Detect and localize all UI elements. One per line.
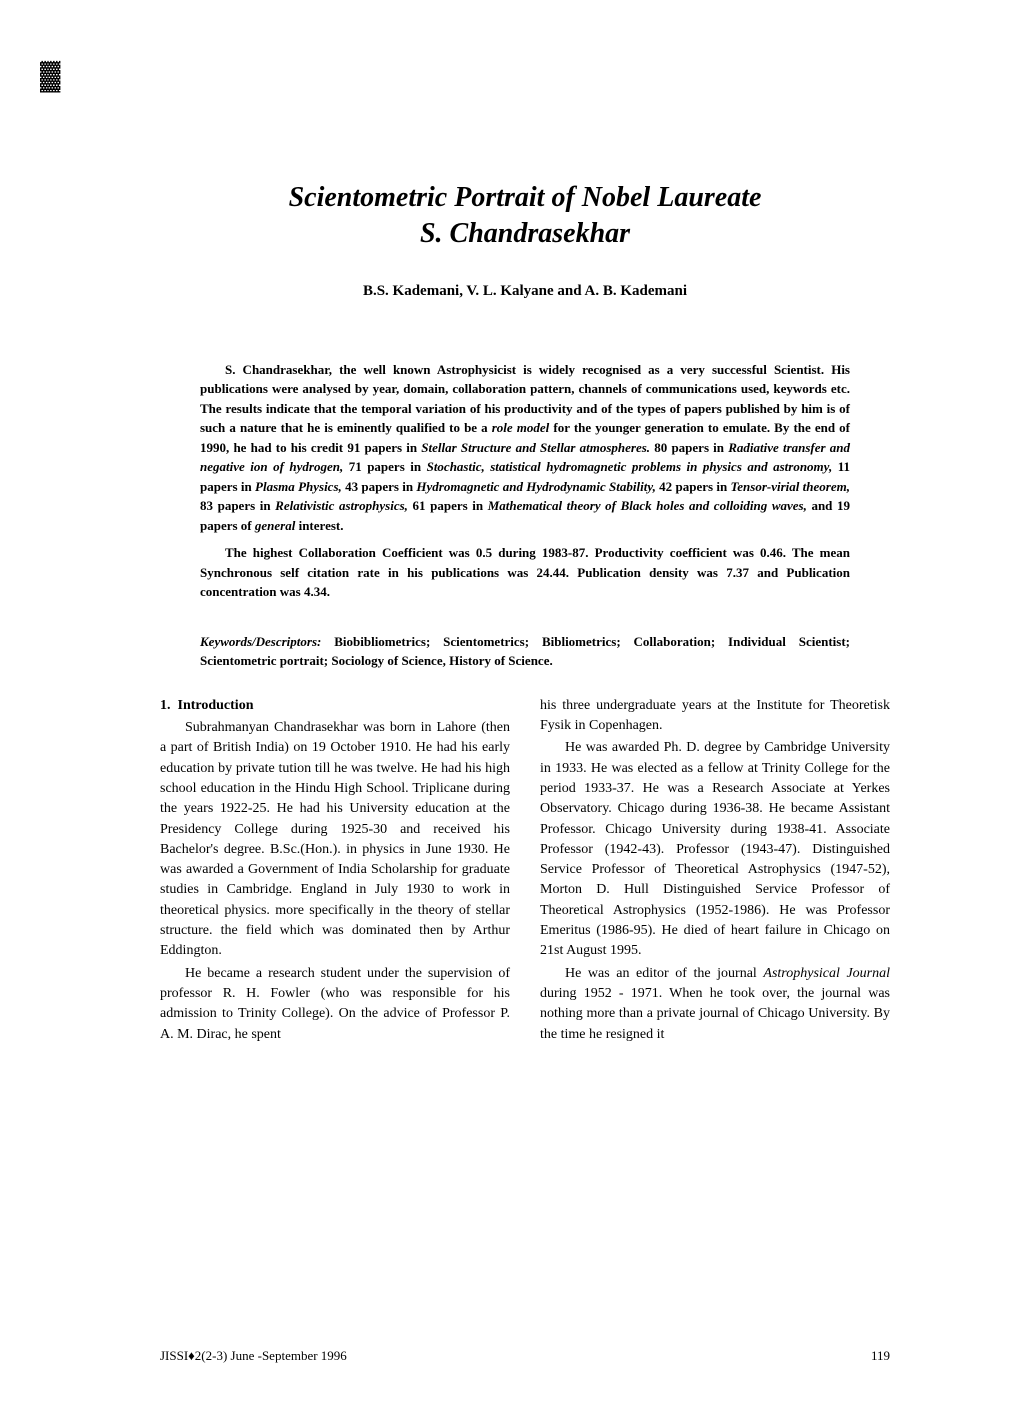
body-content: 1. Introduction Subrahmanyan Chandrasekh…	[160, 696, 890, 1047]
body-paragraph: He became a research student under the s…	[160, 964, 510, 1045]
abstract-emphasis: Plasma Physics,	[255, 479, 342, 494]
page-number: 119	[871, 1348, 890, 1364]
body-paragraph: his three undergraduate years at the Ins…	[540, 696, 890, 737]
abstract-text: 83 papers in	[200, 498, 275, 513]
body-paragraph: Subrahmanyan Chandrasekhar was born in L…	[160, 718, 510, 962]
abstract-emphasis: Stellar Structure and Stellar atmosphere…	[421, 440, 650, 455]
abstract-emphasis: Mathematical theory of Black holes and c…	[488, 498, 807, 513]
article-title: Scientometric Portrait of Nobel Laureate…	[160, 180, 890, 253]
abstract-emphasis: Stochastic, statistical hydromagnetic pr…	[427, 459, 833, 474]
keywords-label: Keywords/Descriptors:	[200, 634, 321, 649]
abstract-emphasis: Relativistic astrophysics,	[275, 498, 408, 513]
journal-info: JISSI♦2(2-3) June -September 1996	[160, 1348, 347, 1364]
section-heading: 1. Introduction	[160, 696, 510, 716]
authors: B.S. Kademani, V. L. Kalyane and A. B. K…	[160, 283, 890, 300]
body-text: during 1952 - 1971. When he took over, t…	[540, 986, 890, 1042]
keywords-block: Keywords/Descriptors: Biobibliometrics; …	[200, 632, 850, 671]
abstract-emphasis: Hydromagnetic and Hydrodynamic Stability…	[416, 479, 655, 494]
body-paragraph: He was awarded Ph. D. degree by Cambridg…	[540, 738, 890, 961]
title-line-2: S. Chandrasekhar	[420, 218, 630, 249]
abstract-text: 43 papers in	[342, 479, 417, 494]
abstract-text: interest.	[295, 518, 343, 533]
abstract-emphasis: Tensor-virial theorem,	[731, 479, 850, 494]
body-paragraph: He was an editor of the journal Astrophy…	[540, 964, 890, 1045]
abstract-text: 71 papers in	[343, 459, 426, 474]
section-title: Introduction	[178, 698, 254, 713]
title-line-1: Scientometric Portrait of Nobel Laureate	[289, 182, 762, 213]
section-number: 1.	[160, 698, 171, 713]
page-footer: JISSI♦2(2-3) June -September 1996 119	[160, 1348, 890, 1364]
abstract-text: 42 papers in	[656, 479, 731, 494]
abstract-text: 61 papers in	[408, 498, 488, 513]
body-text: He was an editor of the journal	[565, 966, 763, 981]
abstract-emphasis: role model	[492, 420, 550, 435]
abstract-paragraph-1: S. Chandrasekhar, the well known Astroph…	[200, 360, 850, 536]
body-emphasis: Astrophysical Journal	[763, 966, 890, 981]
abstract-paragraph-2: The highest Collaboration Coefficient wa…	[200, 543, 850, 602]
decorative-mark: ▓	[40, 60, 60, 92]
abstract-emphasis: general	[255, 518, 295, 533]
abstract-block: S. Chandrasekhar, the well known Astroph…	[200, 360, 850, 602]
abstract-text: 80 papers in	[650, 440, 728, 455]
